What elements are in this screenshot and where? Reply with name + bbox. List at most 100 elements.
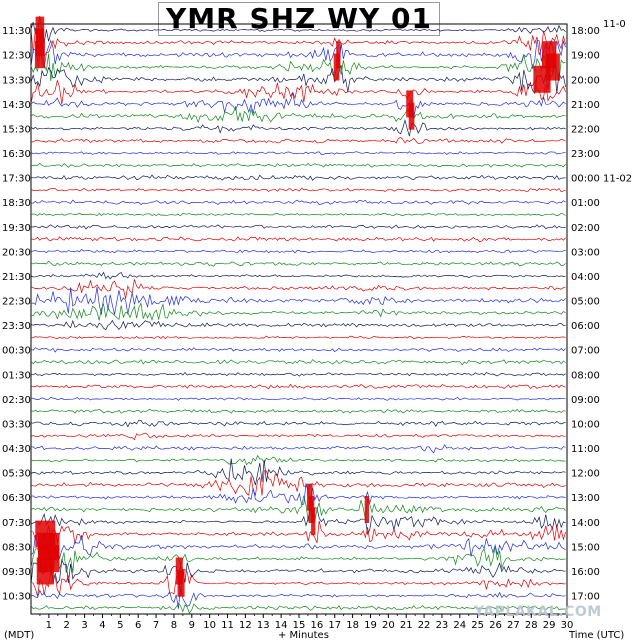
left-time-label: 08:30 (2, 542, 31, 553)
trace-row-30 (30, 383, 566, 390)
trace-row-36 (30, 454, 566, 466)
left-time-label: 05:30 (2, 469, 31, 480)
left-time-label: 11:30 (2, 26, 31, 37)
trace-row-37 (30, 458, 566, 486)
left-time-label: 21:30 (2, 272, 31, 283)
right-time-label: 21:00 (571, 100, 600, 111)
left-time-label: 16:30 (2, 149, 31, 160)
right-time-label: 09:00 (571, 395, 600, 406)
trace-row-35 (30, 444, 566, 454)
traces (30, 16, 566, 614)
trace-row-40 (30, 495, 566, 522)
x-tick-label: 30 (561, 620, 574, 631)
trace-row-2 (30, 27, 566, 58)
right-time-label: 20:00 (571, 75, 600, 86)
trace-row-6 (30, 78, 566, 105)
left-time-label: 07:30 (2, 518, 31, 529)
trace-row-17 (30, 224, 566, 230)
trace-row-22 (30, 279, 566, 299)
trace-row-47 (30, 586, 566, 609)
trace-row-39 (30, 483, 566, 506)
right-time-label: 06:00 (571, 321, 600, 332)
left-time-label: 06:30 (2, 493, 31, 504)
left-time-label: 04:30 (2, 444, 31, 455)
right-time-label: 05:00 (571, 297, 600, 308)
left-time-label: 20:30 (2, 247, 31, 258)
x-tick-label: 16 (310, 620, 323, 631)
trace-row-26 (30, 335, 566, 340)
trace-row-38 (30, 470, 566, 497)
x-tick-label: 25 (471, 620, 484, 631)
trace-row-41 (30, 507, 566, 536)
x-tick-label: 24 (453, 620, 466, 631)
trace-row-31 (30, 397, 566, 401)
trace-row-18 (30, 236, 566, 243)
x-tick-label: 3 (81, 620, 87, 631)
right-time-label: 12:00 (571, 469, 600, 480)
right-time-label: 17:00 (571, 592, 600, 603)
plot-frame (30, 23, 568, 615)
left-time-label: 22:30 (2, 297, 31, 308)
right-time-label: 10:00 (571, 420, 600, 431)
right-time-label: 18:00 (571, 26, 600, 37)
x-tick-label: 26 (489, 620, 502, 631)
x-tick-label: 2 (64, 620, 70, 631)
trace-row-44 (30, 543, 566, 574)
x-tick-label: 14 (275, 620, 288, 631)
right-time-label: 08:00 (571, 370, 600, 381)
trace-row-19 (30, 249, 566, 254)
trace-row-1 (30, 16, 566, 43)
x-tick-label: 18 (346, 620, 359, 631)
right-time-label: 22:00 (571, 125, 600, 136)
trace-row-13 (30, 174, 566, 181)
right-time-label: 15:00 (571, 542, 600, 553)
left-time-label: 23:30 (2, 321, 31, 332)
x-tick-label: 7 (153, 620, 159, 631)
x-tick-label: 8 (171, 620, 177, 631)
trace-row-29 (30, 371, 566, 377)
trace-row-23 (30, 286, 566, 315)
left-time-label: 17:30 (2, 174, 31, 185)
left-time-label: 01:30 (2, 370, 31, 381)
trace-row-32 (30, 408, 566, 414)
trace-row-3 (30, 39, 566, 69)
trace-row-45 (30, 558, 566, 586)
clipped-signal-13 (311, 508, 316, 536)
left-time-label: 19:30 (2, 223, 31, 234)
right-time-label: 16:00 (571, 567, 600, 578)
x-tick-label: 20 (382, 620, 395, 631)
x-axis-label: + Minutes (278, 630, 329, 641)
left-time-label: 13:30 (2, 75, 31, 86)
left-time-label: 03:30 (2, 420, 31, 431)
x-tick-label: 21 (400, 620, 413, 631)
trace-row-34 (30, 432, 566, 441)
right-time-label: 19:00 (571, 51, 600, 62)
x-tick-label: 29 (543, 620, 556, 631)
trace-row-48 (30, 602, 566, 614)
watermark-text: YAPLAKAL.COM (474, 604, 602, 620)
trace-row-20 (30, 260, 566, 267)
trace-row-7 (30, 92, 566, 118)
trace-row-46 (30, 568, 566, 597)
x-tick-label: 19 (364, 620, 377, 631)
clipped-signal-14 (364, 496, 369, 523)
x-tick-label: 28 (525, 620, 538, 631)
trace-row-9 (30, 118, 566, 137)
trace-row-21 (30, 271, 566, 280)
left-time-label: 18:30 (2, 198, 31, 209)
x-tick-label: 12 (239, 620, 252, 631)
x-tick-label: 9 (189, 620, 195, 631)
trace-row-5 (30, 65, 566, 95)
right-time-label: 00:00 11-02 (571, 174, 632, 185)
x-tick-label: 27 (507, 620, 520, 631)
left-time-label: 14:30 (2, 100, 31, 111)
x-tick-label: 4 (99, 620, 105, 631)
clipped-signal-18 (36, 557, 54, 585)
x-tick-label: 17 (328, 620, 341, 631)
clipped-signal-6 (533, 65, 551, 93)
trace-row-33 (30, 419, 566, 428)
left-time-label: 02:30 (2, 395, 31, 406)
trace-row-15 (31, 199, 566, 206)
x-tick-label: 22 (418, 620, 431, 631)
